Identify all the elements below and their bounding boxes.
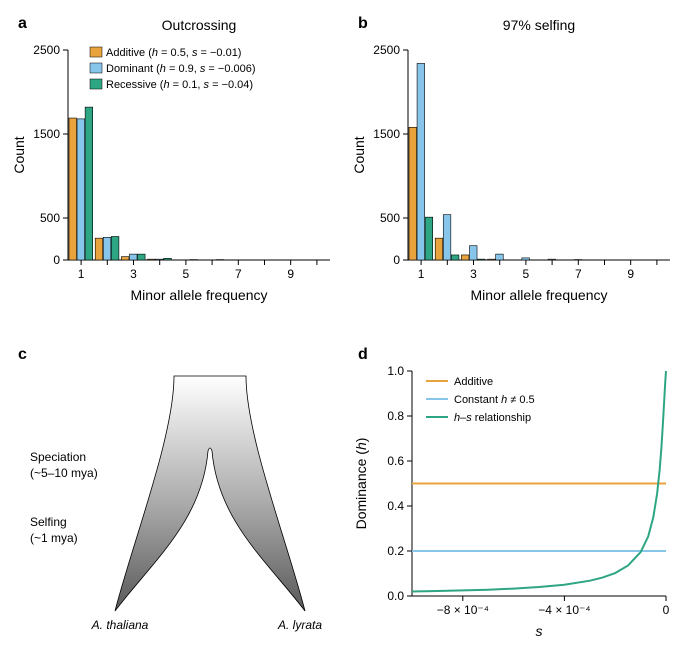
panel-letter: d — [358, 346, 368, 363]
ytick-label: 1.0 — [387, 364, 404, 378]
legend-label: Constant h ≠ 0.5 — [454, 394, 535, 406]
xtick-label: 1 — [78, 267, 85, 281]
ytick-label: 0 — [53, 253, 60, 267]
x-axis-label: Minor allele frequency — [131, 287, 268, 303]
bar-additive — [488, 259, 496, 260]
bar-recessive — [425, 217, 433, 260]
species-left: A. thaliana — [91, 618, 149, 632]
selfing-label: Selfing — [30, 515, 67, 529]
bar-additive — [461, 255, 469, 260]
panel-a: a Outcrossing 0 500 1500 2500 Count 1 3 5 7 9 Minor … — [10, 10, 340, 321]
legend-label: Recessive (h = 0.1, s = −0.04) — [106, 79, 253, 91]
legend-label: Additive (h = 0.5, s = −0.01) — [106, 47, 241, 59]
ytick-label: 0.2 — [387, 544, 404, 558]
bar-dominant — [129, 254, 137, 260]
bar-recessive — [111, 236, 119, 260]
panel-letter: b — [358, 15, 368, 32]
bar-additive — [409, 127, 417, 260]
ytick-label: 1500 — [33, 127, 60, 141]
ytick-label: 0.0 — [387, 589, 404, 603]
xtick-label: 5 — [183, 267, 190, 281]
xtick-label: 3 — [470, 267, 477, 281]
bar-dominant — [522, 258, 530, 260]
xtick-label: 9 — [287, 267, 294, 281]
y-axis-label: Dominance (h) — [353, 438, 369, 530]
ytick-label: 2500 — [33, 43, 60, 57]
bar-dominant — [103, 237, 111, 260]
bar-recessive — [138, 254, 146, 260]
panel-letter: a — [18, 15, 27, 32]
y-axis-label: Count — [351, 136, 367, 173]
panel-b: b 97% selfing 0 500 1500 2500 Count 1 3 5 7 9 Minor … — [350, 10, 680, 321]
bar-dominant — [77, 119, 85, 260]
legend-swatch — [90, 63, 102, 73]
speciation-time: (~5–10 mya) — [30, 466, 98, 480]
species-right: A. lyrata — [277, 618, 322, 632]
bar-recessive — [451, 255, 459, 260]
x-axis-label: Minor allele frequency — [471, 287, 608, 303]
legend-label: Dominant (h = 0.9, s = −0.006) — [106, 63, 256, 75]
selfing-time: (~1 mya) — [30, 531, 78, 545]
bar-dominant — [469, 246, 477, 260]
legend-swatch — [90, 79, 102, 89]
ytick-label: 0.4 — [387, 499, 404, 513]
y-axis-label: Count — [11, 136, 27, 173]
ytick-label: 0.6 — [387, 454, 404, 468]
xtick-label: 7 — [575, 267, 582, 281]
bar-additive — [69, 118, 77, 260]
xtick-label: 9 — [627, 267, 634, 281]
bar-dominant — [417, 63, 425, 260]
bar-dominant — [548, 259, 556, 260]
bar-recessive — [85, 107, 93, 260]
bar-dominant — [443, 215, 451, 260]
ytick-label: 500 — [40, 211, 60, 225]
legend-swatch — [90, 47, 102, 57]
panel-d: d 0.0 0.2 0.4 0.6 0.8 1.0 −8 × 10⁻⁴ −4 × 10⁻⁴ 0 Do… — [350, 341, 680, 662]
ytick-label: 500 — [380, 211, 400, 225]
xtick-label: 5 — [523, 267, 530, 281]
species-tree — [115, 376, 305, 611]
bar-additive — [121, 257, 129, 260]
panel-letter: c — [18, 346, 27, 363]
bar-recessive — [478, 259, 486, 260]
legend-label: Additive — [454, 376, 493, 388]
ytick-label: 0 — [393, 253, 400, 267]
panel-c: c Speciation (~5–10 mya) Selfing (~1 mya) A. … — [10, 341, 340, 662]
bar-additive — [148, 259, 156, 260]
xtick-label: 3 — [130, 267, 137, 281]
xtick-label: −4 × 10⁻⁴ — [538, 603, 590, 617]
bar-additive — [95, 238, 103, 260]
xtick-label: 7 — [235, 267, 242, 281]
ytick-label: 2500 — [373, 43, 400, 57]
ytick-label: 1500 — [373, 127, 400, 141]
legend-label: h–s relationship — [454, 412, 531, 424]
panel-title: 97% selfing — [503, 17, 575, 33]
bar-dominant — [496, 254, 504, 260]
panel-title: Outcrossing — [162, 17, 237, 33]
bar-recessive — [164, 258, 172, 260]
ytick-label: 0.8 — [387, 409, 404, 423]
speciation-label: Speciation — [30, 450, 86, 464]
xtick-label: −8 × 10⁻⁴ — [437, 603, 489, 617]
bar-dominant — [156, 259, 164, 260]
x-axis-label: s — [536, 623, 543, 639]
xtick-label: 1 — [418, 267, 425, 281]
bar-additive — [435, 238, 443, 260]
xtick-label: 0 — [663, 603, 670, 617]
line-hs — [412, 371, 666, 592]
